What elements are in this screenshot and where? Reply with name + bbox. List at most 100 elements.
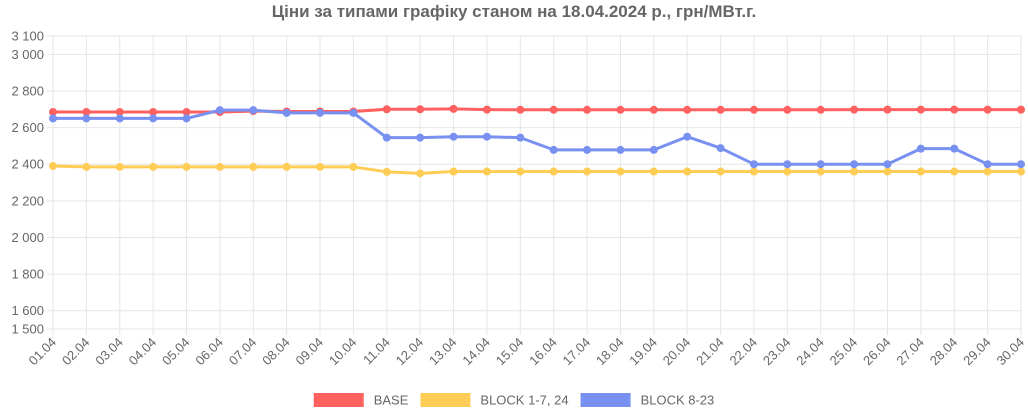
x-tick-label: 01.04 [26, 335, 60, 369]
x-tick-label: 04.04 [126, 335, 160, 369]
legend-item-2[interactable]: BLOCK 8-23 [581, 393, 715, 408]
data-point [116, 163, 123, 170]
data-point [784, 106, 791, 113]
legend-item-1[interactable]: BLOCK 1-7, 24 [420, 393, 568, 408]
x-tick-label: 22.04 [726, 335, 760, 369]
data-point [884, 161, 891, 168]
data-point [383, 168, 390, 175]
x-tick-label: 07.04 [226, 335, 260, 369]
data-point [350, 109, 357, 116]
data-point [951, 106, 958, 113]
data-point [317, 163, 324, 170]
series-line-1 [53, 166, 1021, 173]
x-tick-label: 14.04 [459, 335, 493, 369]
data-point [383, 134, 390, 141]
x-tick-label: 05.04 [159, 335, 193, 369]
x-tick-label: 25.04 [827, 335, 861, 369]
data-point [717, 145, 724, 152]
x-tick-label: 19.04 [626, 335, 660, 369]
chart-title: Ціни за типами графіку станом на 18.04.2… [272, 2, 757, 21]
data-point [216, 163, 223, 170]
x-tick-label: 27.04 [893, 335, 927, 369]
data-point [517, 106, 524, 113]
data-point [450, 133, 457, 140]
data-point [884, 106, 891, 113]
data-point [817, 168, 824, 175]
data-point [50, 115, 57, 122]
data-point [1018, 161, 1025, 168]
data-point [517, 134, 524, 141]
data-point [1018, 168, 1025, 175]
x-tick-label: 29.04 [960, 335, 994, 369]
data-point [483, 168, 490, 175]
legend-swatch [314, 393, 364, 407]
x-tick-label: 20.04 [660, 335, 694, 369]
data-point [784, 168, 791, 175]
x-axis-ticks: 01.04 02.04 03.04 04.04 05.04 06.04 07.04 08.04… [26, 335, 1028, 369]
data-point [684, 106, 691, 113]
y-tick-label: 2 800 [11, 83, 44, 98]
data-point [650, 146, 657, 153]
data-point [1018, 106, 1025, 113]
data-point [817, 106, 824, 113]
data-point [116, 115, 123, 122]
data-point [750, 106, 757, 113]
data-point [483, 106, 490, 113]
data-point [617, 146, 624, 153]
y-tick-label: 1 600 [11, 303, 44, 318]
data-point [350, 163, 357, 170]
data-point [717, 106, 724, 113]
x-tick-label: 17.04 [560, 335, 594, 369]
y-axis-ticks: 3 100 3 000 2 800 2 600 2 400 2 200 2 000 1 800… [11, 29, 44, 337]
data-point [617, 168, 624, 175]
data-point [417, 170, 424, 177]
data-point [684, 133, 691, 140]
data-point [650, 168, 657, 175]
data-point [984, 168, 991, 175]
y-tick-label: 2 400 [11, 157, 44, 172]
y-tick-label: 2 000 [11, 230, 44, 245]
data-point [984, 161, 991, 168]
data-point [851, 161, 858, 168]
data-point [917, 145, 924, 152]
y-tick-label: 3 000 [11, 47, 44, 62]
data-point [83, 115, 90, 122]
data-point [684, 168, 691, 175]
data-point [917, 106, 924, 113]
data-point [851, 168, 858, 175]
x-tick-label: 11.04 [360, 335, 393, 368]
x-tick-label: 21.04 [693, 335, 727, 369]
data-point [383, 106, 390, 113]
x-tick-label: 12.04 [393, 335, 427, 369]
data-point [784, 161, 791, 168]
data-point [283, 163, 290, 170]
x-tick-label: 10.04 [326, 335, 360, 369]
data-point [917, 168, 924, 175]
x-tick-label: 16.04 [526, 335, 560, 369]
y-tick-label: 2 200 [11, 193, 44, 208]
series-line-2 [53, 110, 1021, 164]
data-point [283, 109, 290, 116]
grid [47, 36, 1021, 335]
x-tick-label: 15.04 [493, 335, 527, 369]
data-point [83, 163, 90, 170]
y-tick-label: 3 100 [11, 29, 44, 44]
data-point [584, 106, 591, 113]
data-point [550, 106, 557, 113]
legend-item-0[interactable]: BASE [314, 393, 409, 408]
y-tick-label: 1 800 [11, 267, 44, 282]
data-point [417, 134, 424, 141]
x-tick-label: 18.04 [593, 335, 627, 369]
legend-label: BASE [374, 393, 409, 408]
data-point [183, 115, 190, 122]
data-point [617, 106, 624, 113]
data-point [216, 107, 223, 114]
legend-swatch [420, 393, 470, 407]
legend: BASE BLOCK 1-7, 24 BLOCK 8-23 [314, 393, 715, 408]
data-point [450, 168, 457, 175]
data-point [150, 163, 157, 170]
data-point [183, 163, 190, 170]
series-line-0 [53, 109, 1021, 112]
